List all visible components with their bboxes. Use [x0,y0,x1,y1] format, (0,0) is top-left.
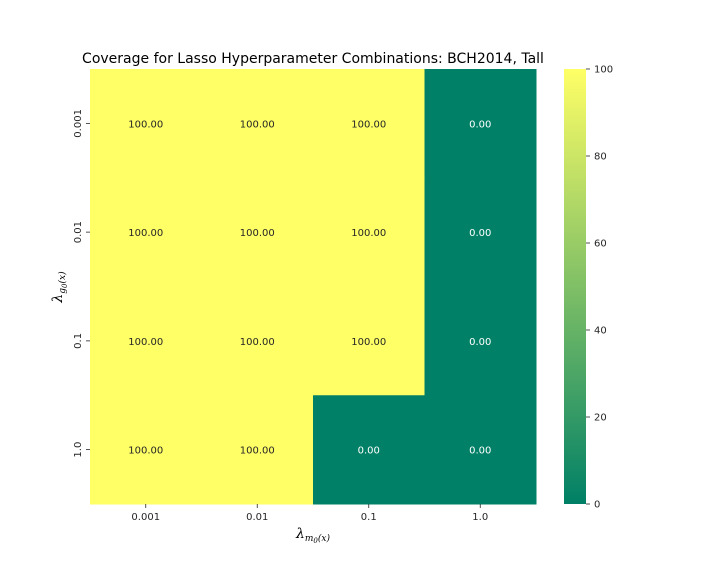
heatmap-cell [313,69,425,179]
cell-value-label: 0.00 [469,337,491,348]
y-tick-label: 0.001 [73,109,84,138]
heatmap-cell [313,286,425,396]
cell-value-label: 100.00 [128,119,163,130]
colorbar-tick-label: 40 [594,326,607,337]
heatmap-cell [313,395,425,505]
heatmap-cell [313,177,425,287]
cell-value-label: 100.00 [240,119,275,130]
heatmap-cell [424,286,537,396]
heatmap-cell [201,69,314,179]
heatmap-cell [201,286,314,396]
y-axis-ticks: 0.001 0.01 0.1 1.0 [73,109,90,458]
cell-value-label: 100.00 [240,228,275,239]
x-tick-label: 0.1 [361,512,377,523]
cell-value-label: 100.00 [240,337,275,348]
heatmap-cells [90,69,537,505]
cell-value-label: 0.00 [469,119,491,130]
y-tick-label: 0.1 [73,333,84,349]
y-tick-label: 0.01 [73,221,84,243]
heatmap-cell [424,395,537,505]
chart-title: Coverage for Lasso Hyperparameter Combin… [82,51,544,67]
cell-value-label: 100.00 [351,337,386,348]
heatmap-cell [90,395,202,505]
heatmap-cell [201,395,314,505]
y-axis-label: λg0(x) [50,271,69,304]
heatmap-cell-labels: 100.00 100.00 100.00 0.00 100.00 100.00 100.00… [128,119,491,456]
x-tick-label: 0.001 [131,512,160,523]
colorbar-tick-label: 80 [594,152,607,163]
heatmap-cell [90,69,202,179]
heatmap-cell [90,286,202,396]
cell-value-label: 100.00 [240,446,275,457]
heatmap-cell [201,177,314,287]
heatmap-cell [424,69,537,179]
x-tick-label: 1.0 [472,512,488,523]
colorbar [564,69,586,504]
cell-value-label: 0.00 [469,446,491,457]
cell-value-label: 100.00 [128,337,163,348]
cell-value-label: 0.00 [469,228,491,239]
colorbar-tick-label: 0 [594,500,600,511]
cell-value-label: 100.00 [128,446,163,457]
colorbar-tick-label: 60 [594,239,607,250]
colorbar-ticks: 0 20 40 60 80 100 [586,65,613,511]
cell-value-label: 100.00 [128,228,163,239]
heatmap-cell [424,177,537,287]
cell-value-label: 100.00 [351,228,386,239]
y-tick-label: 1.0 [73,442,84,458]
x-axis-label: λm0(x) [295,526,330,545]
x-tick-label: 0.01 [246,512,268,523]
cell-value-label: 100.00 [351,119,386,130]
heatmap-cell [90,177,202,287]
colorbar-tick-label: 20 [594,413,607,424]
colorbar-tick-label: 100 [594,65,613,76]
cell-value-label: 0.00 [358,446,380,457]
x-axis-ticks: 0.001 0.01 0.1 1.0 [131,504,488,523]
